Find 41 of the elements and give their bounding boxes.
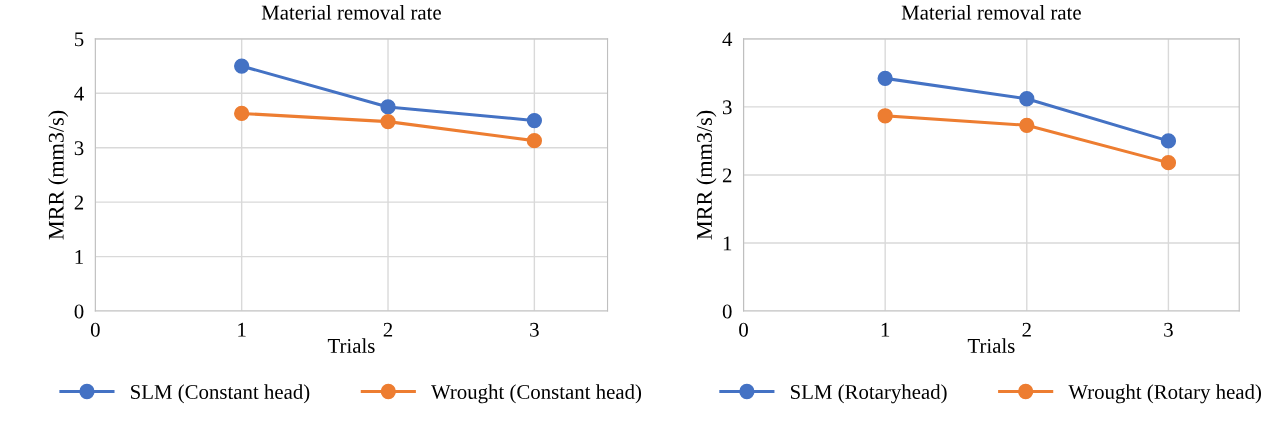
y-tick-label: 1	[723, 236, 732, 251]
point	[877, 70, 893, 86]
y-tick-label: 3	[723, 100, 732, 115]
y-tick-label: 4	[74, 86, 84, 101]
point	[1160, 155, 1177, 171]
y-tick-label: 2	[722, 168, 732, 183]
chart-title: Material removal rate	[261, 4, 441, 20]
point	[526, 133, 543, 149]
x-tick-label: 1	[238, 322, 246, 337]
legend-label: Wrought (Rotary head)	[1068, 384, 1261, 404]
x-tick-label: 2	[383, 322, 393, 337]
point	[1019, 91, 1035, 107]
y-axis-title: MRR (mm3/s)	[48, 110, 69, 240]
x-axis-title: Trials	[327, 338, 375, 353]
point	[380, 113, 396, 130]
point	[877, 108, 893, 124]
x-tick-label: 0	[739, 322, 748, 337]
x-tick-label: 3	[530, 322, 539, 337]
y-tick-label: 2	[74, 195, 84, 210]
point	[1019, 117, 1035, 133]
y-tick-label: 0	[722, 304, 732, 319]
x-tick-label: 3	[1164, 322, 1173, 337]
x-tick-label: 0	[90, 322, 100, 337]
y-tick-label: 3	[74, 141, 84, 156]
x-tick-label: 2	[1022, 322, 1031, 337]
y-axis-title: MRR (mm3/s)	[696, 110, 717, 240]
point	[234, 58, 250, 74]
y-tick-label: 5	[75, 32, 84, 47]
chart-title: Material removal rate	[901, 4, 1081, 20]
point	[380, 99, 396, 115]
legend-label: Wrought (Constant head)	[431, 384, 642, 404]
point	[526, 112, 543, 129]
y-tick-label: 1	[75, 250, 83, 264]
x-tick-label: 1	[881, 322, 890, 337]
legend-label: SLM (Constant head)	[131, 384, 310, 404]
legend-label: SLM (Rotaryhead)	[790, 384, 947, 404]
point	[234, 105, 250, 122]
point	[1160, 133, 1177, 149]
x-axis-title: Trials	[967, 338, 1015, 353]
y-tick-label: 4	[722, 32, 733, 47]
y-tick-label: 0	[74, 304, 84, 319]
